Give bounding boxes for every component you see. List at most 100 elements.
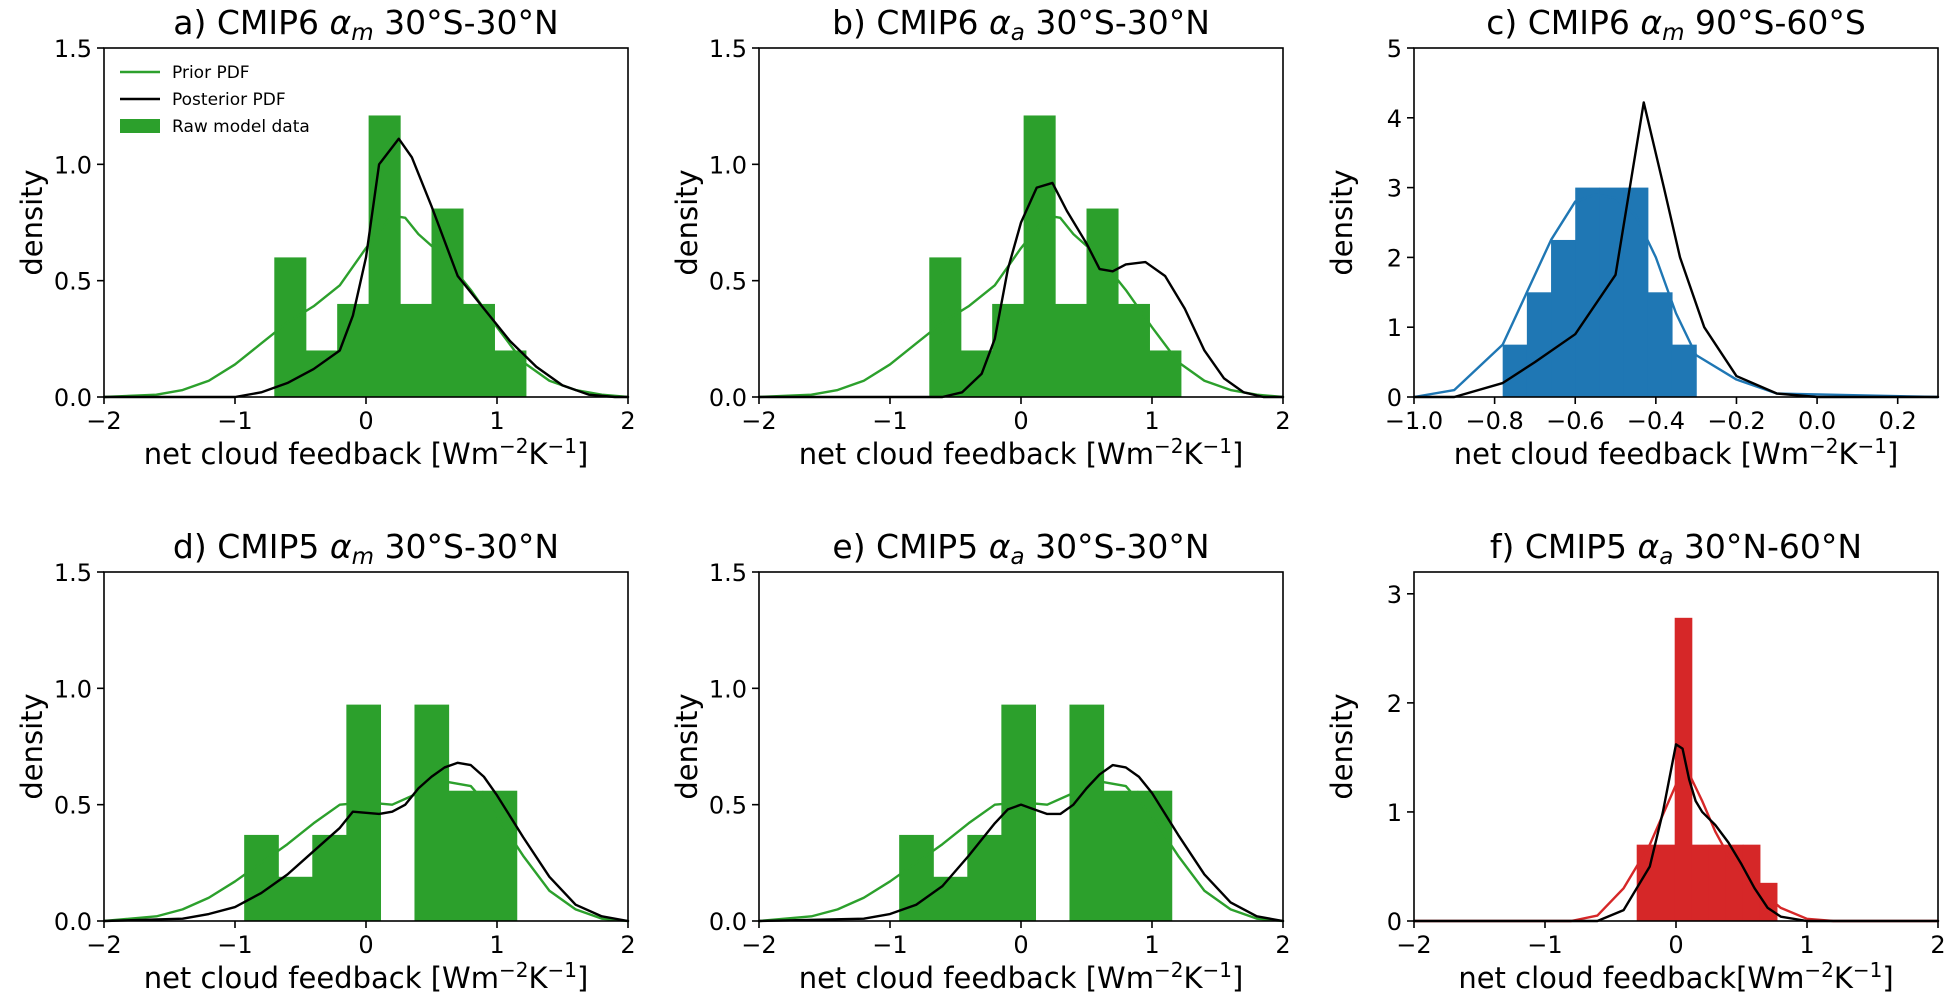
histogram-bar: [1117, 303, 1150, 397]
posterior-pdf-line: [1412, 743, 1940, 923]
x-tick-label: −2: [741, 407, 776, 435]
y-axis-label: density: [1325, 693, 1359, 799]
histogram-bar: [482, 790, 518, 921]
y-tick-label: 4: [1387, 105, 1402, 133]
y-tick-label: 0.5: [54, 268, 92, 296]
histogram-bar: [337, 303, 370, 397]
histogram-bar: [1647, 292, 1673, 397]
x-tick-label: 0: [358, 407, 373, 435]
histogram-bar: [1671, 344, 1697, 397]
panel-title: b) CMIP6 αa 30°S-30°N: [832, 3, 1210, 46]
y-tick-label: 5: [1387, 35, 1402, 63]
y-tick-label: 1.5: [54, 35, 92, 63]
y-tick-label: 1.0: [54, 675, 92, 703]
prior-pdf-line: [102, 214, 630, 399]
x-tick-label: −1: [872, 407, 907, 435]
y-axis-label: density: [1325, 169, 1359, 275]
histogram-bar: [312, 834, 347, 921]
y-tick-label: 0.5: [709, 792, 747, 820]
histogram-bar: [274, 257, 307, 397]
x-tick-label: −1: [217, 931, 252, 959]
prior-pdf-line: [757, 214, 1285, 399]
x-tick-label: −0.8: [1465, 407, 1523, 435]
histogram-bar: [1551, 239, 1576, 397]
x-tick-label: 2: [1930, 931, 1945, 959]
panel-c: −1.0 −0.8 −0.6 −0.4 −0.2 0.0 0.2 0 1 2 3 4 5 c) CMIP6…: [1325, 3, 1940, 471]
y-tick-label: 0.0: [709, 384, 747, 412]
prior-pdf-line: [1412, 193, 1940, 399]
x-tick-label: 1: [489, 407, 504, 435]
histogram-bar: [305, 350, 338, 397]
axes-frame: [1413, 47, 1939, 398]
x-tick-label: 2: [1275, 407, 1290, 435]
x-tick-label: 0: [358, 931, 373, 959]
x-tick-label: −0.4: [1627, 407, 1685, 435]
histogram-bar: [967, 834, 1002, 921]
x-tick-label: −2: [86, 407, 121, 435]
x-tick-label: −2: [1396, 931, 1431, 959]
histogram-bar: [929, 257, 962, 397]
histogram-bar: [1023, 115, 1056, 397]
legend-posterior-label: Posterior PDF: [172, 90, 286, 110]
x-axis-label: net cloud feedback [Wm−2K−1]: [1454, 434, 1899, 471]
histogram-bar: [1674, 617, 1693, 921]
y-axis-label: density: [15, 169, 49, 275]
y-tick-label: 1.0: [709, 675, 747, 703]
x-tick-label: 2: [620, 931, 635, 959]
x-tick-label: −0.2: [1707, 407, 1765, 435]
y-tick-label: 2: [1387, 244, 1402, 272]
histogram-bar: [1137, 790, 1173, 921]
panel-a: −2 −1 0 1 2 0.0 0.5 1.0 1.5 a) CMIP6 αm 30°S-30°N…: [15, 3, 636, 471]
histogram-bar: [933, 876, 968, 921]
y-tick-label: 1.0: [54, 151, 92, 179]
x-tick-label: −1: [872, 931, 907, 959]
x-axis-label: net cloud feedback [Wm−2K−1]: [144, 434, 589, 471]
posterior-pdf-line: [757, 763, 1285, 923]
histogram-bar: [448, 790, 484, 921]
x-tick-label: −1: [217, 407, 252, 435]
histogram-bar: [1086, 208, 1119, 397]
panel-title: d) CMIP5 αm 30°S-30°N: [173, 527, 559, 570]
histogram-bar: [494, 350, 527, 397]
panel-b: −2 −1 0 1 2 0.0 0.5 1.0 1.5 b) CMIP6 αa 30°S-30°N…: [670, 3, 1291, 471]
x-tick-label: 0: [1013, 931, 1028, 959]
x-tick-label: 2: [620, 407, 635, 435]
y-tick-label: 0.0: [709, 908, 747, 936]
x-axis-label: net cloud feedback [Wm−2K−1]: [144, 958, 589, 995]
posterior-pdf-line: [757, 181, 1285, 399]
y-tick-label: 1.5: [54, 559, 92, 587]
histogram-bar: [1623, 187, 1649, 397]
y-tick-label: 0.5: [54, 792, 92, 820]
histogram-bar: [1149, 350, 1182, 397]
prior-pdf-line: [757, 780, 1285, 923]
histogram-bar: [1526, 292, 1552, 397]
panel-e: −2 −1 0 1 2 0.0 0.5 1.0 1.5 e) CMIP5 αa 30°S-30°N…: [670, 527, 1291, 995]
histogram-bar: [1708, 844, 1727, 921]
x-tick-label: 1: [1144, 931, 1159, 959]
x-axis-label: net cloud feedback [Wm−2K−1]: [799, 434, 1244, 471]
histogram-bar: [462, 303, 495, 397]
prior-pdf-line: [1412, 769, 1940, 923]
legend-raw-label: Raw model data: [172, 117, 310, 137]
y-tick-label: 1: [1387, 314, 1402, 342]
histogram-bar: [899, 834, 934, 921]
panel-title: e) CMIP5 αa 30°S-30°N: [832, 527, 1209, 570]
prior-pdf-line: [102, 780, 630, 923]
histogram-bar: [400, 303, 433, 397]
y-tick-label: 0.5: [709, 268, 747, 296]
y-tick-label: 1.0: [709, 151, 747, 179]
panel-title: a) CMIP6 αm 30°S-30°N: [173, 3, 558, 46]
x-tick-label: 2: [1275, 931, 1290, 959]
histogram-bar: [1103, 790, 1139, 921]
x-tick-label: 0.0: [1798, 407, 1836, 435]
panel-f: −2 −1 0 1 2 0 1 2 3 f) CMIP5 αa 30°N-60°N net clou…: [1325, 527, 1946, 995]
y-tick-label: 0: [1387, 384, 1402, 412]
panel-title: f) CMIP5 αa 30°N-60°N: [1490, 527, 1862, 570]
x-tick-label: 1: [1799, 931, 1814, 959]
posterior-pdf-line: [102, 137, 630, 399]
y-tick-label: 3: [1387, 175, 1402, 203]
y-tick-label: 0.0: [54, 384, 92, 412]
histogram-bar: [1055, 303, 1088, 397]
y-axis-label: density: [670, 693, 704, 799]
histogram-bar: [1691, 844, 1710, 921]
